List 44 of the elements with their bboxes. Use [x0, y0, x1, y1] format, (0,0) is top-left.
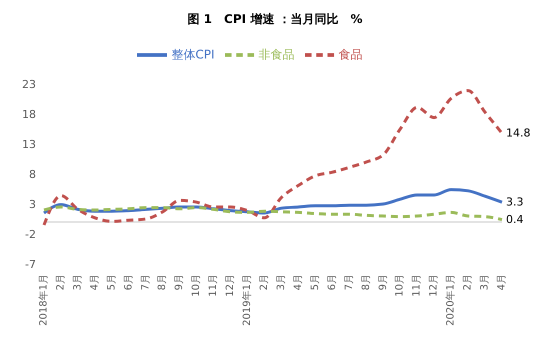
legend-label: 非食品 [258, 47, 295, 62]
x-tick-label: 6月 [326, 274, 338, 290]
x-tick-label: 9月 [174, 274, 186, 290]
x-tick-label: 8月 [157, 274, 168, 290]
x-tick-label: 2018年1月 [38, 274, 50, 326]
x-tick-label: 4月 [496, 274, 508, 290]
x-tick-label: 12月 [225, 274, 236, 297]
chart-title: 图 1 CPI 增速 ：当月同比 % [186, 11, 364, 28]
x-tick-label: 11月 [208, 274, 220, 297]
y-tick-label: -2 [25, 228, 36, 241]
x-tick-label: 12月 [428, 274, 440, 297]
x-tick-label: 9月 [378, 274, 389, 290]
legend-label: 整体CPI [171, 47, 215, 62]
x-tick-label: 5月 [106, 274, 118, 290]
x-tick-label: 2月 [462, 274, 474, 290]
x-tick-label: 10月 [191, 274, 202, 297]
data-label: 0.4 [506, 213, 524, 226]
y-tick-label: 8 [29, 168, 36, 181]
y-tick-label: 3 [29, 198, 36, 211]
x-tick-label: 7月 [344, 274, 355, 290]
x-tick-label: 6月 [123, 274, 134, 290]
y-tick-label: 13 [22, 138, 36, 151]
y-tick-label: 23 [22, 78, 36, 91]
x-tick-label: 2月 [259, 274, 270, 290]
legend-label: 食品 [338, 47, 363, 62]
y-tick-label: -7 [25, 258, 36, 271]
data-label: 3.3 [506, 196, 524, 209]
x-tick-label: 4月 [89, 274, 100, 290]
x-tick-label: 2月 [55, 274, 66, 290]
x-tick-label: 3月 [480, 274, 491, 290]
x-tick-label: 7月 [140, 274, 152, 290]
x-tick-label: 5月 [310, 274, 321, 290]
x-tick-label: 10月 [394, 274, 406, 297]
x-tick-label: 3月 [72, 274, 84, 290]
x-tick-label: 4月 [292, 274, 304, 290]
y-tick-label: 18 [22, 108, 36, 121]
data-label: 14.8 [506, 126, 530, 140]
line-series [42, 89, 504, 226]
x-tick-label: 2020年1月 [444, 274, 457, 326]
x-tick-label: 3月 [276, 274, 287, 290]
x-tick-label: 8月 [360, 274, 372, 290]
line-series [42, 206, 504, 222]
x-tick-label: 2019年1月 [241, 274, 254, 326]
x-tick-label: 11月 [412, 274, 423, 297]
